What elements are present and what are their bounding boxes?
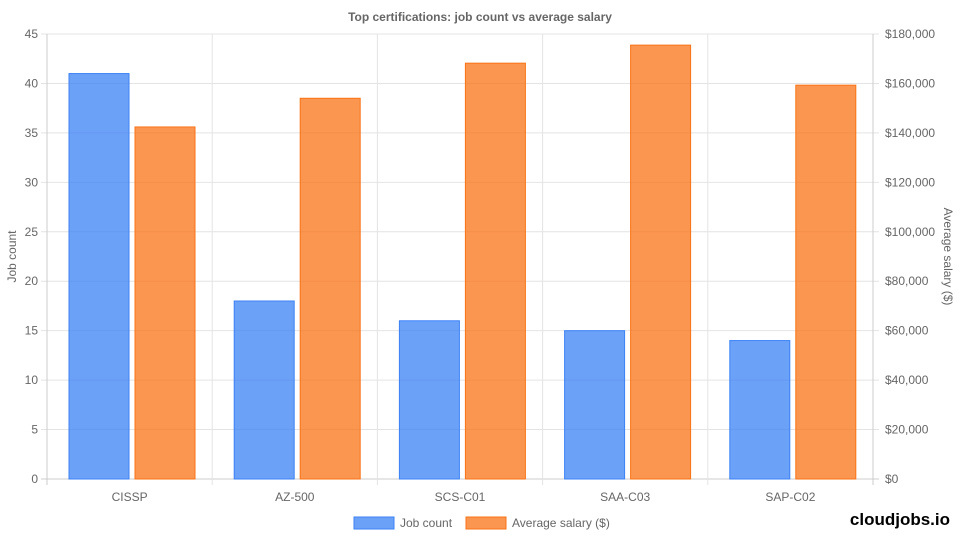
y-tick-label: 0: [31, 472, 38, 486]
x-tick-label: AZ-500: [275, 490, 315, 504]
y-right-tick-label: $100,000: [885, 225, 935, 239]
y-right-tick-label: $40,000: [885, 373, 929, 387]
y-right-tick-label: $180,000: [885, 27, 935, 41]
y-tick-label: 25: [25, 225, 39, 239]
bar-average-salary: [795, 84, 857, 480]
x-tick-label: CISSP: [112, 490, 148, 504]
y-tick-label: 5: [31, 423, 38, 437]
bar-average-salary: [134, 126, 196, 480]
y-tick-label: 45: [25, 27, 39, 41]
y-tick-label: 20: [25, 274, 39, 288]
y-tick-label: 15: [25, 324, 39, 338]
y-right-tick-label: $80,000: [885, 274, 929, 288]
x-tick-label: SAP-C02: [765, 490, 815, 504]
x-tick-label: SAA-C03: [600, 490, 650, 504]
y-tick-label: 10: [25, 373, 39, 387]
y-right-tick-label: $120,000: [885, 175, 935, 189]
legend-swatch: [465, 516, 507, 530]
chart-title: Top certifications: job count vs average…: [348, 10, 612, 24]
x-tick-label: SCS-C01: [435, 490, 486, 504]
y-right-tick-label: $60,000: [885, 324, 929, 338]
legend-label: Job count: [400, 516, 453, 530]
bar-job-count: [564, 330, 626, 480]
y-right-tick-label: $20,000: [885, 423, 929, 437]
bar-average-salary: [299, 97, 361, 480]
legend-label: Average salary ($): [512, 516, 610, 530]
bar-job-count: [398, 320, 460, 480]
bar-average-salary: [630, 44, 692, 480]
y-tick-label: 35: [25, 126, 39, 140]
y-right-tick-label: $0: [885, 472, 899, 486]
y-axis-label: Job count: [5, 230, 19, 283]
brand-logo: cloudjobs.io: [849, 510, 950, 529]
bar-job-count: [729, 340, 791, 480]
y-right-axis-label: Average salary ($): [941, 208, 955, 306]
y-tick-label: 40: [25, 76, 39, 90]
legend-swatch: [353, 516, 395, 530]
bar-job-count: [68, 73, 130, 480]
y-right-tick-label: $140,000: [885, 126, 935, 140]
y-tick-label: 30: [25, 175, 39, 189]
bar-average-salary: [464, 62, 526, 480]
y-right-tick-label: $160,000: [885, 76, 935, 90]
bar-job-count: [233, 300, 295, 480]
